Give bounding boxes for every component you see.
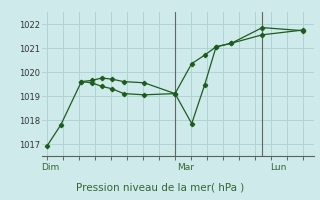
Text: Mar: Mar [178, 163, 195, 172]
Text: Pression niveau de la mer( hPa ): Pression niveau de la mer( hPa ) [76, 182, 244, 192]
Text: Lun: Lun [270, 163, 286, 172]
Text: Dim: Dim [42, 163, 60, 172]
